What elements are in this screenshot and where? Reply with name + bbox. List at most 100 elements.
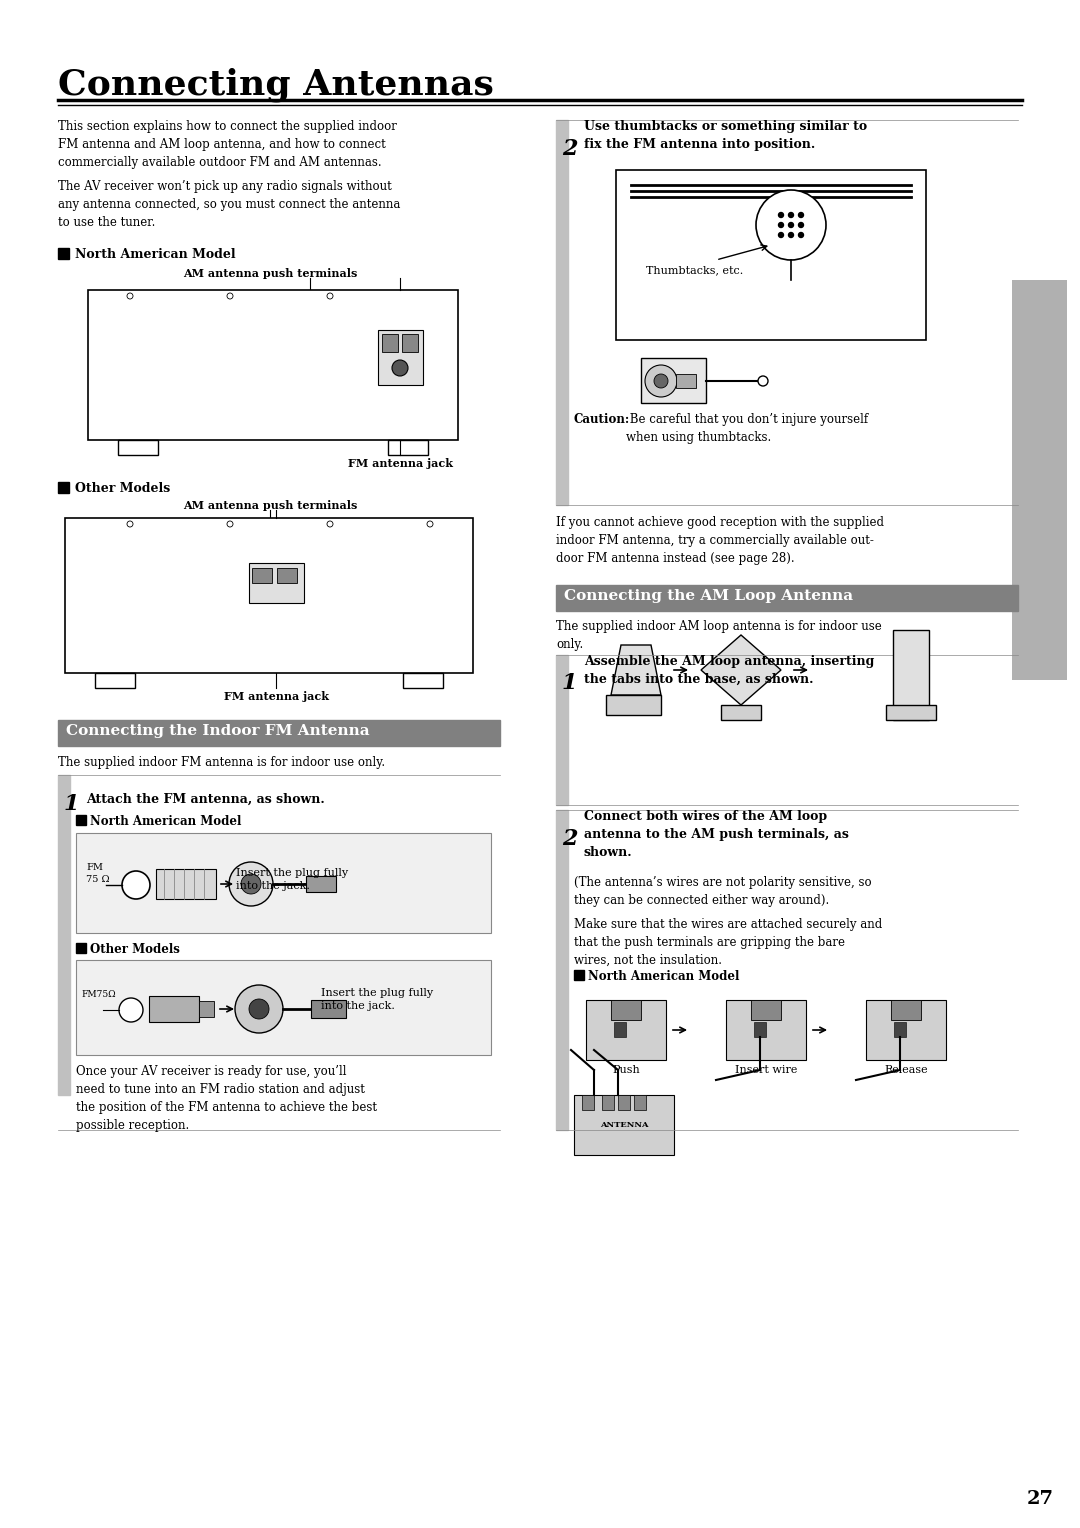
- Bar: [582, 1096, 594, 1109]
- Bar: [58, 720, 500, 746]
- Bar: [894, 1022, 906, 1038]
- Bar: [573, 970, 584, 979]
- Circle shape: [227, 521, 233, 527]
- Text: Assemble the AM loop antenna, inserting
the tabs into the base, as shown.: Assemble the AM loop antenna, inserting …: [584, 656, 875, 686]
- Bar: [634, 1096, 646, 1109]
- Bar: [388, 440, 428, 455]
- Bar: [58, 248, 69, 260]
- Bar: [76, 943, 86, 953]
- Circle shape: [779, 223, 783, 228]
- Text: Caution:: Caution:: [573, 413, 631, 426]
- Circle shape: [788, 223, 794, 228]
- Circle shape: [122, 871, 150, 898]
- Text: 1: 1: [64, 793, 80, 814]
- Text: Insert the plug fully
into the jack.: Insert the plug fully into the jack.: [321, 989, 433, 1012]
- Text: 2: 2: [562, 138, 578, 160]
- Text: The supplied indoor FM antenna is for indoor use only.: The supplied indoor FM antenna is for in…: [58, 756, 386, 769]
- Bar: [556, 585, 1018, 611]
- Circle shape: [229, 862, 273, 906]
- Circle shape: [119, 998, 143, 1022]
- Bar: [573, 1096, 674, 1155]
- Bar: [642, 358, 706, 403]
- Bar: [87, 290, 458, 440]
- Circle shape: [645, 365, 677, 397]
- Bar: [76, 960, 491, 1054]
- Text: Connecting the AM Loop Antenna: Connecting the AM Loop Antenna: [564, 588, 853, 604]
- Text: FM
75 Ω: FM 75 Ω: [86, 863, 110, 883]
- Text: Be careful that you don’t injure yourself
when using thumbtacks.: Be careful that you don’t injure yoursel…: [626, 413, 868, 445]
- Text: Make sure that the wires are attached securely and
that the push terminals are g: Make sure that the wires are attached se…: [573, 918, 882, 967]
- Circle shape: [327, 293, 333, 299]
- Bar: [602, 1096, 615, 1109]
- Text: Use thumbtacks or something similar to
fix the FM antenna into position.: Use thumbtacks or something similar to f…: [584, 121, 867, 151]
- Text: If you cannot achieve good reception with the supplied
indoor FM antenna, try a : If you cannot achieve good reception wit…: [556, 516, 885, 565]
- Text: (The antenna’s wires are not polarity sensitive, so
they can be connected either: (The antenna’s wires are not polarity se…: [573, 876, 872, 908]
- Text: Insert the plug fully
into the jack.: Insert the plug fully into the jack.: [237, 868, 348, 891]
- Text: Other Models: Other Models: [75, 481, 171, 495]
- Text: ANTENNA: ANTENNA: [599, 1122, 648, 1129]
- Bar: [586, 999, 666, 1060]
- Circle shape: [756, 189, 826, 260]
- Bar: [886, 704, 936, 720]
- Bar: [378, 330, 423, 385]
- Bar: [382, 335, 399, 351]
- Circle shape: [227, 293, 233, 299]
- Circle shape: [392, 361, 408, 376]
- Circle shape: [427, 521, 433, 527]
- Circle shape: [758, 376, 768, 387]
- Bar: [199, 1001, 214, 1018]
- Circle shape: [798, 232, 804, 237]
- Polygon shape: [611, 645, 661, 695]
- Text: Attach the FM antenna, as shown.: Attach the FM antenna, as shown.: [86, 793, 325, 805]
- Bar: [118, 440, 158, 455]
- Bar: [615, 1022, 626, 1038]
- Bar: [618, 1096, 630, 1109]
- Circle shape: [779, 232, 783, 237]
- Circle shape: [127, 521, 133, 527]
- Bar: [311, 999, 346, 1018]
- Bar: [1012, 280, 1067, 680]
- Text: AM antenna push terminals: AM antenna push terminals: [183, 267, 357, 280]
- Text: FM antenna jack: FM antenna jack: [224, 691, 328, 701]
- Bar: [149, 996, 199, 1022]
- Bar: [58, 775, 70, 1096]
- Bar: [402, 335, 418, 351]
- Text: Connecting the Indoor FM Antenna: Connecting the Indoor FM Antenna: [66, 724, 369, 738]
- Text: Connecting Antennas: Connecting Antennas: [58, 69, 494, 102]
- Bar: [156, 869, 216, 898]
- Text: FM antenna jack: FM antenna jack: [348, 458, 453, 469]
- Text: The AV receiver won’t pick up any radio signals without
any antenna connected, s: The AV receiver won’t pick up any radio …: [58, 180, 401, 229]
- Text: AM antenna push terminals: AM antenna push terminals: [183, 500, 357, 510]
- Text: North American Model: North American Model: [90, 814, 241, 828]
- Bar: [893, 630, 929, 720]
- Bar: [249, 562, 303, 604]
- Text: Insert wire: Insert wire: [734, 1065, 797, 1076]
- Text: 1: 1: [562, 672, 578, 694]
- Text: FM75Ω: FM75Ω: [81, 990, 116, 999]
- Bar: [754, 1022, 766, 1038]
- Bar: [76, 814, 86, 825]
- Text: North American Model: North American Model: [588, 970, 740, 983]
- Text: Thumbtacks, etc.: Thumbtacks, etc.: [646, 264, 743, 275]
- Bar: [891, 999, 921, 1021]
- Circle shape: [235, 986, 283, 1033]
- Bar: [95, 672, 135, 688]
- Text: 27: 27: [1026, 1490, 1053, 1508]
- Bar: [726, 999, 806, 1060]
- Text: Once your AV receiver is ready for use, you’ll
need to tune into an FM radio sta: Once your AV receiver is ready for use, …: [76, 1065, 377, 1132]
- Bar: [403, 672, 443, 688]
- Text: Connect both wires of the AM loop
antenna to the AM push terminals, as
shown.: Connect both wires of the AM loop antenn…: [584, 810, 849, 859]
- Text: Push: Push: [612, 1065, 639, 1076]
- Bar: [721, 704, 761, 720]
- Bar: [556, 656, 568, 805]
- Bar: [58, 481, 69, 494]
- Circle shape: [327, 521, 333, 527]
- Text: This section explains how to connect the supplied indoor
FM antenna and AM loop : This section explains how to connect the…: [58, 121, 396, 170]
- Bar: [306, 876, 336, 892]
- Text: North American Model: North American Model: [75, 248, 235, 261]
- Text: Other Models: Other Models: [90, 943, 180, 957]
- Bar: [276, 568, 297, 584]
- Circle shape: [249, 999, 269, 1019]
- Bar: [751, 999, 781, 1021]
- Bar: [866, 999, 946, 1060]
